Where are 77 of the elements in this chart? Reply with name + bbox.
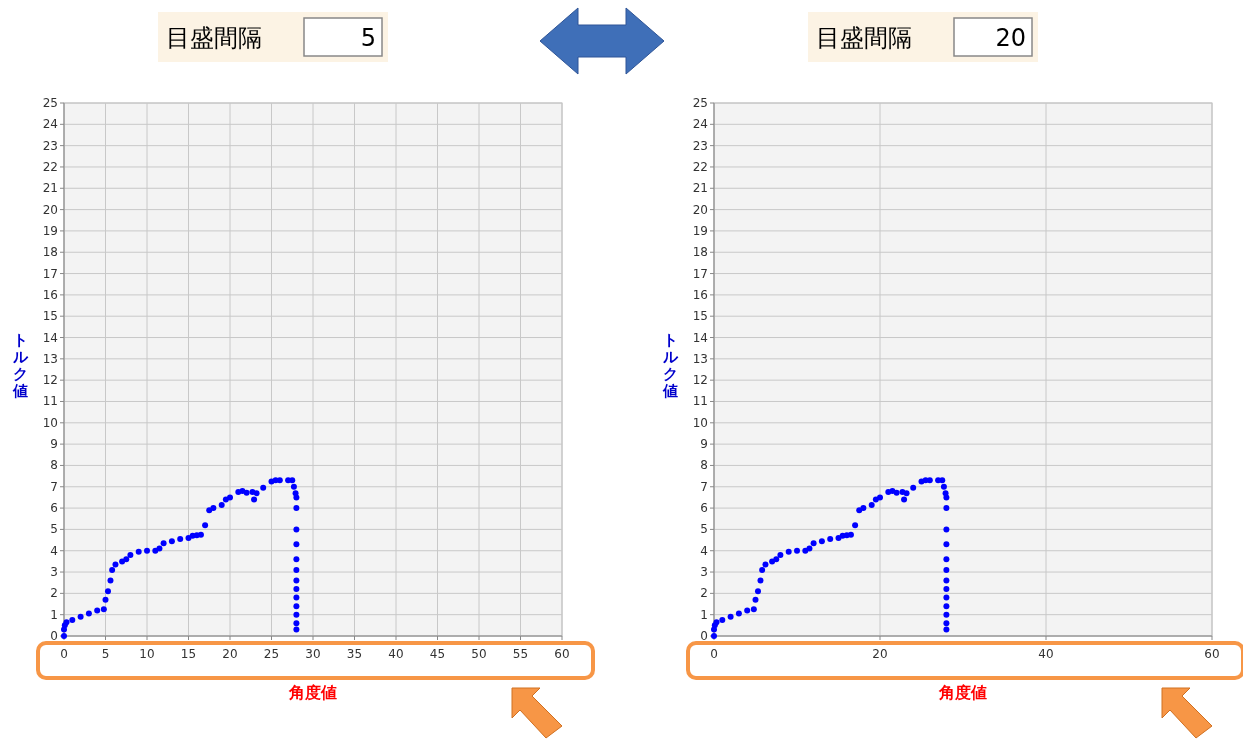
y-tick-label: 7 xyxy=(50,479,58,494)
y-tick-label: 4 xyxy=(700,543,708,558)
y-tick-label: 22 xyxy=(42,159,58,174)
y-tick-label: 20 xyxy=(692,202,708,217)
y-tick-label: 16 xyxy=(692,287,708,302)
y-tick-label: 21 xyxy=(42,181,58,196)
y-tick-label: 23 xyxy=(42,138,58,153)
y-tick-label: 10 xyxy=(42,415,58,430)
x-tick-label: 45 xyxy=(429,647,446,661)
y-tick-label: 8 xyxy=(50,458,58,473)
y-tick-label: 24 xyxy=(42,117,58,132)
x-tick-label: 10 xyxy=(139,647,155,661)
y-tick-label: 25 xyxy=(42,96,58,110)
x-tick-label: 20 xyxy=(222,647,238,661)
chart-title: 目盛間隔 xyxy=(166,24,262,52)
y-tick-label: 20 xyxy=(42,202,58,217)
y-tick-label: 18 xyxy=(692,245,708,260)
y-tick-label: 23 xyxy=(692,138,708,153)
y-tick-label: 5 xyxy=(50,522,58,537)
text: 20 xyxy=(995,24,1026,52)
y-tick-label: 19 xyxy=(692,223,708,238)
y-axis-title: トルク値 xyxy=(661,331,679,400)
y-tick-label: 3 xyxy=(50,565,58,580)
y-tick-label: 12 xyxy=(692,373,708,388)
y-tick-label: 8 xyxy=(700,458,708,473)
y-tick-label: 7 xyxy=(700,479,708,494)
y-axis-title: トルク値 xyxy=(11,331,29,400)
x-tick-label: 40 xyxy=(388,647,404,661)
y-tick-label: 24 xyxy=(692,117,708,132)
x-tick-label: 40 xyxy=(1038,647,1054,661)
y-tick-label: 15 xyxy=(692,309,708,324)
y-tick-label: 12 xyxy=(42,373,58,388)
y-tick-label: 4 xyxy=(50,543,58,558)
y-tick-label: 5 xyxy=(700,522,708,537)
y-tick-label: 9 xyxy=(700,437,708,452)
x-tick-label: 0 xyxy=(60,647,68,661)
x-tick-label: 20 xyxy=(872,647,888,661)
y-tick-label: 17 xyxy=(692,266,708,281)
y-tick-label: 11 xyxy=(42,394,58,409)
y-tick-label: 15 xyxy=(42,309,58,324)
y-tick-label: 17 xyxy=(42,266,58,281)
x-tick-label: 15 xyxy=(180,647,197,661)
x-tick-label: 35 xyxy=(346,647,363,661)
y-tick-label: 3 xyxy=(700,565,708,580)
chart-title: 目盛間隔 xyxy=(816,24,912,52)
y-tick-label: 6 xyxy=(50,501,58,516)
y-tick-label: 0 xyxy=(50,629,58,643)
y-tick-label: 1 xyxy=(50,607,58,622)
y-tick-label: 13 xyxy=(42,351,58,366)
y-tick-label: 1 xyxy=(700,607,708,622)
y-tick-label: 2 xyxy=(700,586,708,601)
y-tick-label: 25 xyxy=(692,96,708,110)
x-tick-label: 50 xyxy=(471,647,487,661)
x-tick-label: 60 xyxy=(1204,647,1220,661)
y-tick-label: 10 xyxy=(692,415,708,430)
x-axis-title: 角度値 xyxy=(288,683,337,702)
y-tick-label: 11 xyxy=(692,394,708,409)
y-tick-label: 14 xyxy=(692,330,708,345)
x-tick-label: 25 xyxy=(263,647,280,661)
y-tick-label: 16 xyxy=(42,287,58,302)
y-tick-label: 19 xyxy=(42,223,58,238)
x-tick-label: 0 xyxy=(710,647,718,661)
x-tick-label: 30 xyxy=(305,647,321,661)
x-axis-title: 角度値 xyxy=(938,683,987,702)
y-tick-label: 2 xyxy=(50,586,58,601)
x-tick-label: 60 xyxy=(554,647,570,661)
y-tick-label: 22 xyxy=(692,159,708,174)
text: 5 xyxy=(360,24,376,52)
y-tick-label: 0 xyxy=(700,629,708,643)
x-tick-label: 55 xyxy=(512,647,529,661)
y-tick-label: 13 xyxy=(692,351,708,366)
y-tick-label: 14 xyxy=(42,330,58,345)
x-tick-label: 5 xyxy=(101,647,110,661)
y-tick-label: 6 xyxy=(700,501,708,516)
y-tick-label: 21 xyxy=(692,181,708,196)
y-tick-label: 9 xyxy=(50,437,58,452)
y-tick-label: 18 xyxy=(42,245,58,260)
